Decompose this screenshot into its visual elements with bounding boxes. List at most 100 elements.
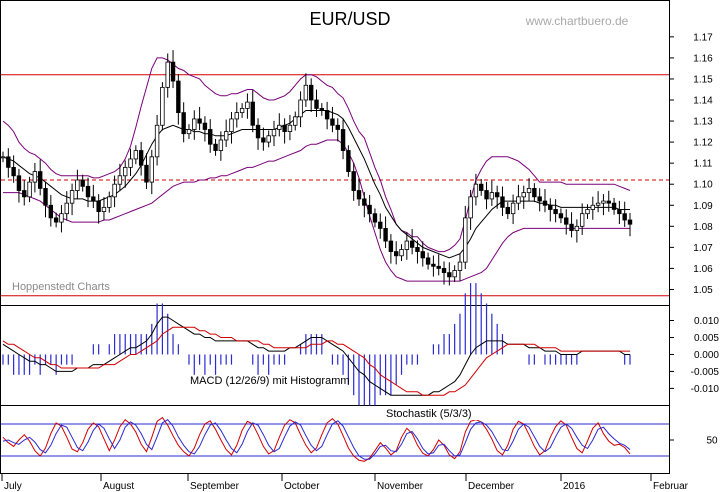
- candle-body-57: [303, 84, 309, 101]
- stoch-reference-lines: [1, 423, 669, 457]
- candle-body-74: [394, 251, 399, 257]
- candle-body-19: [101, 206, 107, 212]
- candle-body-45: [239, 108, 245, 114]
- candle-body-96: [510, 202, 516, 215]
- candle-body-109: [579, 213, 585, 227]
- candle-body-11: [59, 213, 64, 223]
- candle-body-89: [473, 183, 479, 198]
- candle-body-113: [601, 200, 606, 204]
- candle-body-10: [53, 217, 59, 223]
- candle-body-6: [32, 171, 38, 183]
- candle-body-93: [494, 192, 500, 198]
- candle-body-51: [271, 129, 277, 137]
- candle-body-75: [399, 249, 404, 257]
- macd-panel-frame: [0, 305, 670, 406]
- candle-body-33: [176, 80, 181, 114]
- candle-body-107: [569, 223, 574, 231]
- candle-body-116: [617, 209, 622, 215]
- main-ytick-label-11: 1.16: [693, 53, 713, 64]
- candle-body-63: [335, 124, 340, 130]
- candle-body-29: [154, 124, 160, 158]
- x-axis: July August September October November Decemb…: [1, 474, 689, 492]
- candle-body-37: [197, 118, 202, 124]
- candle-body-61: [324, 110, 330, 120]
- candle-body-81: [431, 263, 436, 267]
- main-ytick-label-7: 1.12: [693, 138, 713, 149]
- candle-body-23: [123, 166, 128, 177]
- candle-body-104: [553, 209, 558, 215]
- xtick-label-0: July: [4, 481, 22, 492]
- candle-body-53: [282, 124, 287, 132]
- candle-body-14: [75, 179, 80, 191]
- candle-body-85: [452, 270, 457, 278]
- candle-body-59: [314, 99, 319, 109]
- candle-body-9: [48, 204, 54, 219]
- main-ytick-label-2: 1.07: [693, 243, 713, 254]
- watermark: www.chartbuero.de: [525, 14, 629, 28]
- candle-body-72: [383, 228, 388, 242]
- stoch-y-axis: 50: [669, 436, 718, 447]
- candle-body-84: [447, 272, 452, 278]
- candle-body-105: [558, 213, 564, 219]
- candle-body-12: [64, 202, 69, 215]
- candle-body-70: [372, 213, 378, 223]
- candle-body-13: [69, 190, 75, 204]
- candle-body-18: [96, 200, 101, 212]
- candle-body-115: [611, 202, 617, 210]
- candle-body-25: [133, 150, 139, 160]
- candle-body-4: [22, 190, 27, 198]
- candle-body-16: [85, 185, 91, 198]
- candle-body-42: [223, 131, 229, 141]
- stoch-panel-frame: [0, 405, 670, 474]
- bollinger-line-1: [2, 57, 631, 253]
- candle-body-27: [144, 164, 149, 183]
- candle-body-62: [330, 118, 335, 126]
- candle-body-5: [27, 181, 32, 198]
- candle-body-41: [218, 139, 224, 151]
- candle-body-77: [409, 240, 415, 248]
- candle-body-22: [117, 175, 123, 185]
- xtick-label-2: September: [190, 481, 240, 492]
- macd-line-0: [2, 316, 630, 396]
- panel-frames: [0, 0, 670, 474]
- macd-line-1: [2, 326, 630, 396]
- main-horizontal-lines: [1, 74, 669, 297]
- candle-body-52: [277, 124, 282, 130]
- macd-histogram: [2, 283, 631, 406]
- candle-body-67: [356, 190, 362, 200]
- candle-body-39: [208, 129, 213, 145]
- candle-body-92: [489, 192, 495, 200]
- candle-body-97: [516, 196, 521, 204]
- candle-body-112: [595, 202, 601, 206]
- candle-body-26: [138, 150, 144, 166]
- candle-body-80: [425, 257, 431, 265]
- candle-body-38: [202, 122, 208, 130]
- candle-body-40: [213, 143, 218, 151]
- candle-body-21: [112, 183, 117, 198]
- candle-body-8: [43, 188, 48, 206]
- chart-title: EUR/USD: [309, 9, 390, 29]
- candle-body-44: [234, 112, 239, 120]
- macd-ytick-label-3: -0.005: [691, 367, 720, 378]
- candle-body-94: [500, 196, 505, 208]
- candle-body-55: [293, 116, 298, 126]
- stoch-line-0: [2, 416, 631, 462]
- candle-body-35: [186, 129, 192, 135]
- candle-body-100: [532, 188, 537, 198]
- stoch-lines: [2, 416, 631, 462]
- candle-body-15: [80, 179, 85, 187]
- main-ytick-label-6: 1.11: [694, 159, 713, 170]
- main-y-axis: 1.05 1.06 1.07 1.08 1.09 1.10 1.11 1.12 1.13 1.14…: [669, 32, 713, 296]
- candle-body-83: [441, 268, 447, 274]
- candle-body-1: [6, 156, 11, 168]
- xtick-label-7: Februar: [653, 481, 689, 492]
- candle-body-69: [367, 204, 372, 215]
- candle-body-54: [287, 124, 293, 132]
- macd-y-axis: 0.010 0.005 0.000 -0.005 -0.010: [669, 316, 719, 395]
- candle-body-49: [261, 137, 266, 143]
- macd-ytick-label-1: 0.005: [694, 333, 719, 344]
- candle-body-48: [255, 124, 261, 139]
- candle-body-108: [574, 225, 580, 231]
- candle-body-117: [622, 213, 627, 221]
- main-ytick-label-10: 1.15: [693, 74, 713, 85]
